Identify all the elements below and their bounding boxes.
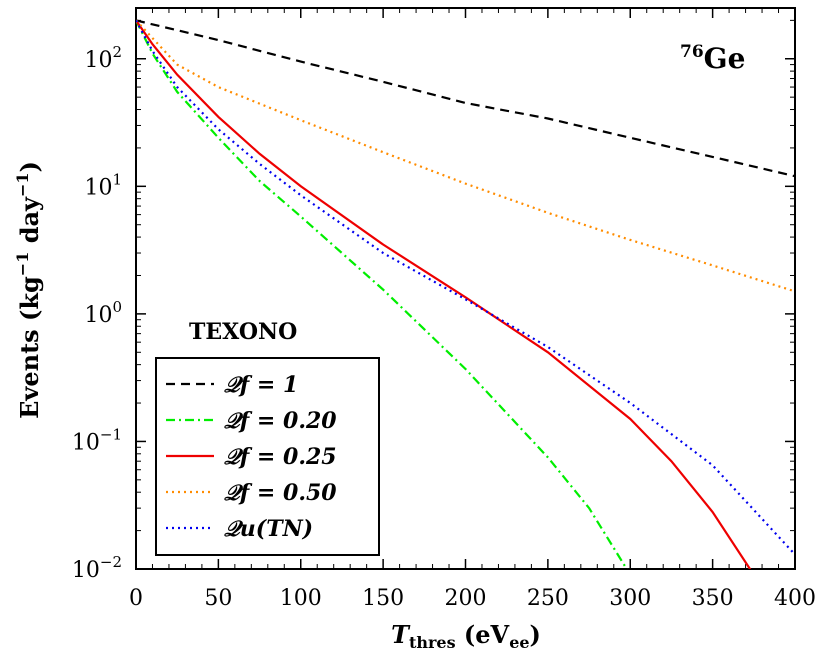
x-axis-unit-close: ) bbox=[530, 620, 541, 649]
x-tick-label: 400 bbox=[774, 586, 816, 611]
legend-label: 𝒬u(TN) bbox=[224, 516, 313, 542]
legend-label: 𝒬f = 0.20 bbox=[224, 408, 337, 434]
isotope-symbol: Ge bbox=[704, 42, 746, 75]
series-line bbox=[136, 19, 795, 293]
legend-label: 𝒬f = 1 bbox=[224, 372, 298, 398]
experiment-label: TEXONO bbox=[189, 319, 297, 345]
x-tick-label: 50 bbox=[204, 586, 232, 611]
legend-label: 𝒬f = 0.25 bbox=[224, 444, 337, 470]
x-tick-label: 250 bbox=[527, 586, 569, 611]
y-tick-label: 10−2 bbox=[72, 553, 122, 583]
x-axis-title: Tthres (eVee) bbox=[391, 620, 541, 652]
x-tick-label: 200 bbox=[445, 586, 487, 611]
series-line bbox=[136, 19, 752, 569]
x-axis-var-sub: thres bbox=[409, 633, 456, 652]
y-axis-mid: day bbox=[15, 196, 44, 252]
x-tick-label: 100 bbox=[280, 586, 322, 611]
x-tick-label: 0 bbox=[129, 586, 143, 611]
y-axis-title: Events (kg−1 day−1) bbox=[13, 161, 44, 419]
series-line bbox=[136, 19, 795, 178]
x-axis-var: T bbox=[391, 620, 411, 649]
legend-label: 𝒬f = 0.50 bbox=[224, 480, 337, 506]
x-tick-label: 300 bbox=[609, 586, 651, 611]
y-tick-label: 100 bbox=[84, 298, 122, 328]
y-tick-label: 101 bbox=[84, 170, 122, 200]
y-tick-label: 102 bbox=[84, 43, 122, 73]
x-axis-unit-sub: ee bbox=[509, 633, 529, 652]
y-axis-pre: Events (kg bbox=[15, 276, 44, 419]
y-axis-sup1: −1 bbox=[13, 252, 32, 277]
x-tick-label: 350 bbox=[692, 586, 734, 611]
x-axis-unit: (eV bbox=[456, 620, 510, 649]
ticks: 0 50 100 150 200 250 300 350 400 102 101 100 10−1 10−… bbox=[72, 8, 816, 611]
x-tick-label: 150 bbox=[362, 586, 404, 611]
isotope-mass: 76 bbox=[680, 42, 704, 62]
legend: 𝒬f = 1 𝒬f = 0.20 𝒬f = 0.25 𝒬f = 0.50 𝒬u(TN) bbox=[155, 357, 380, 556]
y-axis-post: ) bbox=[15, 161, 44, 172]
series-group bbox=[136, 19, 795, 569]
y-axis-sup2: −1 bbox=[13, 172, 32, 197]
isotope-label: 76Ge bbox=[680, 42, 745, 75]
y-tick-label: 10−1 bbox=[72, 425, 122, 455]
